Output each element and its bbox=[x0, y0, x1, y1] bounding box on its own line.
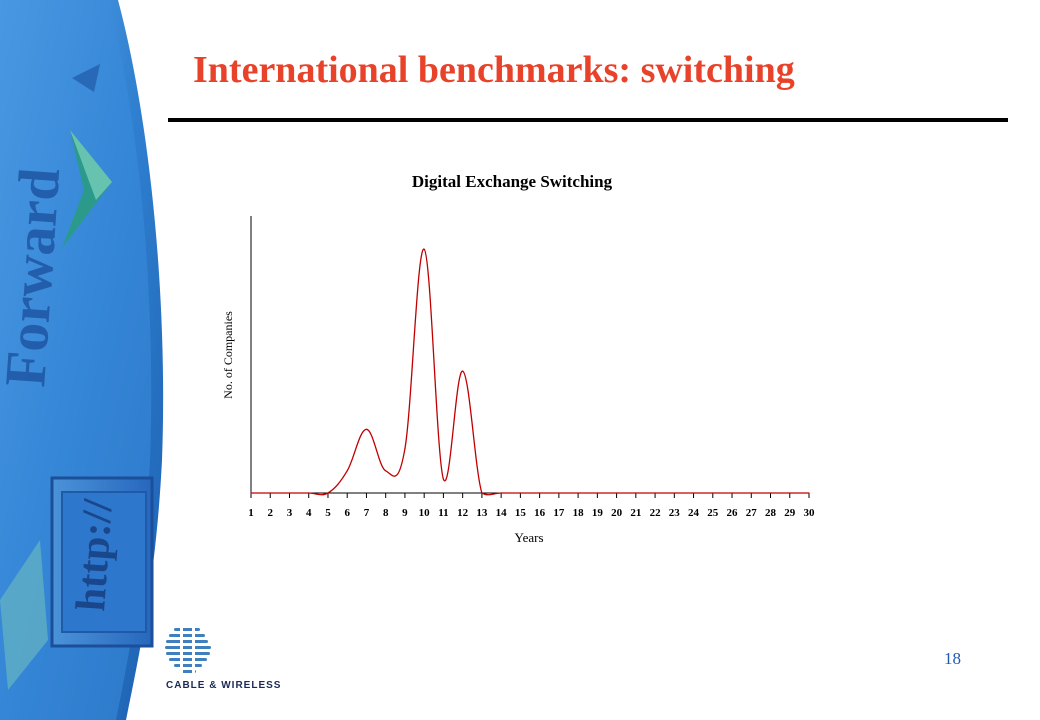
x-tick-label: 1 bbox=[248, 507, 254, 519]
x-tick-label: 18 bbox=[573, 507, 585, 519]
data-point bbox=[385, 470, 387, 472]
x-tick-label: 12 bbox=[457, 507, 469, 519]
data-point bbox=[577, 492, 579, 494]
title-divider bbox=[168, 118, 1008, 122]
x-tick-label: 2 bbox=[267, 507, 273, 519]
data-point bbox=[519, 492, 521, 494]
data-point bbox=[308, 492, 310, 494]
x-tick-label: 6 bbox=[344, 507, 350, 519]
data-point bbox=[250, 492, 252, 494]
x-tick-label: 23 bbox=[669, 507, 681, 519]
x-tick-label: 9 bbox=[402, 507, 408, 519]
data-point bbox=[442, 478, 445, 480]
x-tick-label: 24 bbox=[688, 507, 700, 519]
data-point bbox=[635, 492, 637, 494]
data-point bbox=[269, 492, 271, 494]
x-tick-label: 11 bbox=[438, 507, 448, 519]
data-point bbox=[654, 492, 656, 494]
series-line bbox=[250, 248, 809, 496]
x-tick-label: 10 bbox=[419, 507, 431, 519]
data-point bbox=[750, 492, 752, 494]
x-tick-label: 25 bbox=[707, 507, 719, 519]
data-point bbox=[808, 492, 810, 494]
data-point bbox=[404, 448, 406, 450]
x-tick-label: 19 bbox=[592, 507, 604, 519]
data-point bbox=[327, 492, 329, 494]
x-tick-label: 20 bbox=[611, 507, 623, 519]
y-axis-label: No. of Companies bbox=[221, 311, 235, 399]
data-point bbox=[615, 492, 618, 494]
data-point bbox=[423, 248, 425, 250]
data-point bbox=[539, 492, 541, 494]
x-tick-label: 30 bbox=[804, 507, 816, 519]
background-url-text: http:// bbox=[68, 496, 122, 612]
page-number: 18 bbox=[944, 649, 961, 668]
data-point bbox=[462, 370, 464, 372]
x-tick-label: 7 bbox=[364, 507, 370, 519]
x-tick-label: 3 bbox=[287, 507, 293, 519]
data-point bbox=[346, 470, 348, 472]
cable-wireless-logo-text: CABLE & WIRELESS bbox=[166, 680, 282, 691]
data-point bbox=[481, 492, 483, 494]
x-tick-label: 22 bbox=[650, 507, 662, 519]
data-point bbox=[769, 492, 772, 494]
chart-title: Digital Exchange Switching bbox=[412, 172, 613, 191]
x-tick-label: 15 bbox=[515, 507, 527, 519]
x-tick-label: 8 bbox=[383, 507, 389, 519]
x-tick-label: 13 bbox=[476, 507, 488, 519]
slide-title: International benchmarks: switching bbox=[193, 49, 795, 91]
cable-wireless-logo-icon bbox=[165, 627, 211, 675]
x-tick-label: 17 bbox=[553, 507, 565, 519]
x-tick-label: 28 bbox=[765, 507, 777, 519]
x-tick-label: 21 bbox=[630, 507, 641, 519]
data-point bbox=[500, 492, 502, 494]
x-tick-label: 5 bbox=[325, 507, 331, 519]
data-point bbox=[558, 492, 560, 494]
data-point bbox=[673, 492, 675, 494]
x-tick-label: 29 bbox=[784, 507, 796, 519]
x-tick-label: 26 bbox=[727, 507, 739, 519]
data-point bbox=[288, 492, 291, 494]
data-point bbox=[365, 428, 368, 430]
browser-forward-background-art: Forward http:// bbox=[0, 0, 164, 720]
data-point bbox=[596, 492, 598, 494]
x-axis-label: Years bbox=[514, 530, 543, 545]
data-point bbox=[789, 492, 791, 494]
data-point bbox=[731, 492, 733, 494]
x-tick-label: 27 bbox=[746, 507, 758, 519]
data-point bbox=[712, 492, 714, 494]
x-tick-label: 16 bbox=[534, 507, 546, 519]
x-tick-label: 4 bbox=[306, 507, 312, 519]
data-point bbox=[692, 492, 695, 494]
x-tick-label: 14 bbox=[496, 507, 508, 519]
